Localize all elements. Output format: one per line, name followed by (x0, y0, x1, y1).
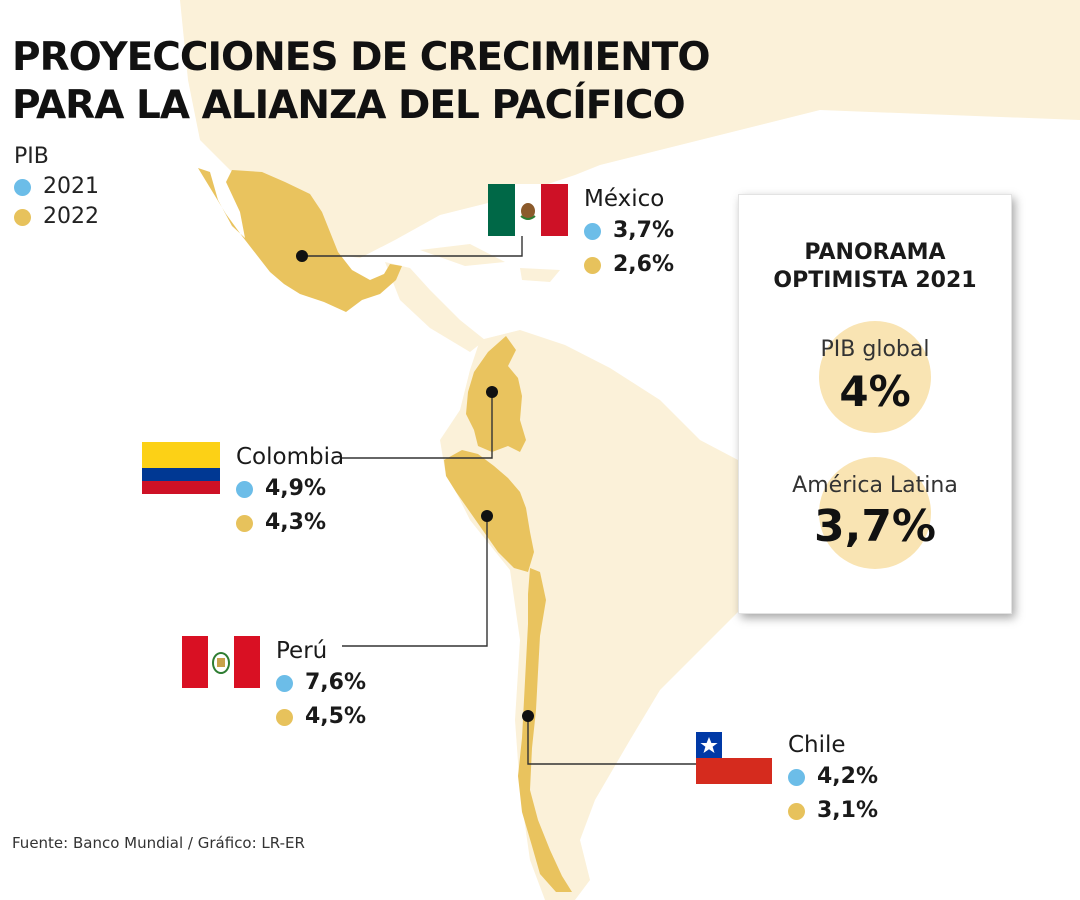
mexico-gdp-2022: 2,6% (613, 252, 675, 277)
peru-leader-line (342, 516, 488, 647)
dot-2022-icon (584, 256, 601, 274)
south-america-land (440, 330, 738, 900)
colombia-marker (486, 386, 498, 398)
peru-flag-icon (182, 636, 260, 688)
mexico-row-2022: 2,6% (584, 248, 674, 282)
dot-2021-icon (14, 178, 31, 196)
title-line-2: PARA LA ALIANZA DEL PACÍFICO (12, 83, 686, 128)
chile-gdp-2021: 4,2% (817, 764, 879, 789)
country-name-colombia: Colombia (236, 444, 345, 470)
source-note: Fuente: Banco Mundial / Gráfico: LR-ER (12, 834, 305, 852)
mexico-marker (296, 250, 308, 262)
panel-title: PANORAMA OPTIMISTA 2021 (739, 239, 1011, 295)
caribbean-land (420, 244, 560, 282)
peru-marker (481, 510, 493, 522)
latam-gdp-value: 3,7% (813, 501, 937, 552)
outlook-panel: PANORAMA OPTIMISTA 2021 PIB global 4% Am… (738, 194, 1012, 614)
colombia-row-2022: 4,3% (236, 506, 344, 540)
colombia-flag-icon (142, 442, 220, 494)
north-america-land (180, 0, 1080, 258)
legend-row-2021: 2021 (14, 172, 99, 202)
country-mexico: México 3,7% 2,6% (584, 184, 674, 282)
panel-title-line-2: OPTIMISTA 2021 (773, 268, 977, 293)
colombia-leader-line (342, 392, 493, 459)
country-name-mexico: México (584, 186, 665, 212)
global-gdp-value: 4% (839, 367, 911, 416)
latam-gdp-bubble (819, 457, 931, 569)
global-gdp-label: PIB global (820, 337, 930, 362)
peru-row-2022: 4,5% (276, 700, 366, 734)
panel-title-line-1: PANORAMA (804, 240, 946, 265)
chile-row-2021: 4,2% (788, 760, 878, 794)
chile-shape (518, 568, 572, 892)
dot-2022-icon (788, 802, 805, 820)
mexico-flag-icon (488, 184, 568, 236)
mexico-row-2021: 3,7% (584, 214, 674, 248)
legend-year-2021: 2021 (43, 174, 99, 199)
country-colombia: Colombia 4,9% 4,3% (236, 442, 344, 540)
dot-2022-icon (276, 708, 293, 726)
colombia-row-2021: 4,9% (236, 472, 344, 506)
dot-2021-icon (236, 480, 253, 498)
mexico-gdp-2021: 3,7% (613, 218, 675, 243)
mexico-shape (198, 168, 402, 312)
country-chile: Chile 4,2% 3,1% (788, 730, 878, 828)
country-peru: Perú 7,6% 4,5% (276, 636, 366, 734)
peru-gdp-2022: 4,5% (305, 704, 367, 729)
dot-2021-icon (584, 222, 601, 240)
legend-year-2022: 2022 (43, 204, 99, 229)
dot-2022-icon (236, 514, 253, 532)
dot-2021-icon (788, 768, 805, 786)
country-name-peru: Perú (276, 638, 328, 664)
peru-gdp-2021: 7,6% (305, 670, 367, 695)
legend: PIB 2021 2022 (14, 142, 99, 232)
chile-row-2022: 3,1% (788, 794, 878, 828)
mexico-leader-line (302, 235, 523, 257)
country-name-chile: Chile (788, 732, 846, 758)
peru-row-2021: 7,6% (276, 666, 366, 700)
dot-2021-icon (276, 674, 293, 692)
latam-gdp-label: América Latina (792, 473, 958, 498)
chile-gdp-2022: 3,1% (817, 798, 879, 823)
colombia-gdp-2022: 4,3% (265, 510, 327, 535)
legend-heading: PIB (14, 144, 49, 169)
colombia-gdp-2021: 4,9% (265, 476, 327, 501)
chile-leader-line (527, 716, 696, 765)
page-title: PROYECCIONES DE CRECIMIENTO PARA LA ALIA… (12, 34, 710, 130)
chile-flag-icon (696, 732, 772, 784)
central-america-land (385, 262, 485, 352)
title-line-1: PROYECCIONES DE CRECIMIENTO (12, 35, 710, 80)
legend-row-2022: 2022 (14, 202, 99, 232)
dot-2022-icon (14, 208, 31, 226)
global-gdp-bubble (819, 321, 931, 433)
chile-marker (522, 710, 534, 722)
